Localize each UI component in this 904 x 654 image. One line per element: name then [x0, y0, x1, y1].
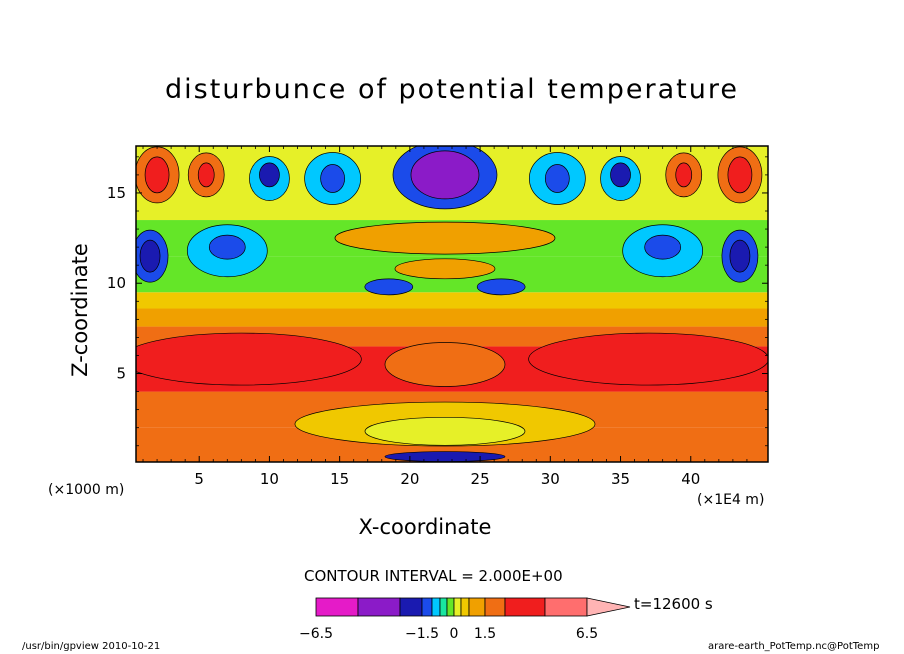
field-contour	[644, 234, 682, 260]
colorbar-swatch	[399, 597, 423, 617]
colorbar-swatch	[357, 597, 401, 617]
colorbar-swatch	[484, 597, 506, 617]
chart-title: disturbunce of potential temperature	[165, 74, 739, 105]
field-contour	[675, 162, 693, 188]
y-tick-label: 10	[107, 274, 126, 292]
colorbar-swatch	[504, 597, 546, 617]
x-unit-label-right: (×1E4 m)	[697, 492, 765, 508]
x-tick-label: 25	[471, 470, 490, 488]
field-contour	[528, 332, 768, 386]
field-contour	[334, 221, 556, 255]
field-contour	[476, 278, 526, 296]
field-contour	[384, 451, 506, 462]
field-contour	[610, 162, 631, 188]
footer-program: /usr/bin/gpview 2010-10-21	[22, 641, 161, 652]
colorbar-label: 1.5	[474, 626, 496, 642]
colorbar-label: −1.5	[405, 626, 439, 642]
x-axis: 5 10 15 20 25 30 35 40	[142, 146, 748, 488]
field-contour	[208, 234, 246, 260]
field-contour	[259, 162, 280, 188]
colorbar-swatch	[446, 597, 455, 617]
field-contour	[139, 239, 161, 273]
x-unit-label: (×1000 m)	[48, 482, 125, 498]
x-tick-label: 5	[194, 470, 204, 488]
field-band	[136, 308, 768, 327]
field-contour	[394, 258, 496, 280]
x-tick-label: 40	[681, 470, 700, 488]
footer-source: arare-earth_PotTemp.nc@PotTemp	[708, 641, 880, 652]
x-axis-label: X-coordinate	[358, 515, 492, 539]
colorbar-swatch	[421, 597, 433, 617]
x-tick-label: 30	[541, 470, 560, 488]
field-contour	[320, 164, 345, 193]
x-tick-label: 15	[330, 470, 349, 488]
y-axis: 5 10 15	[107, 156, 768, 447]
colorbar-label: 0	[450, 626, 459, 642]
x-tick-label: 10	[260, 470, 279, 488]
y-tick-label: 15	[107, 184, 126, 202]
x-tick-label: 35	[611, 470, 630, 488]
colorbar: −6.5 −1.5 0 1.5 6.5	[299, 597, 631, 642]
field-contour	[729, 239, 751, 273]
colorbar-swatch	[460, 597, 470, 617]
field-contour	[364, 278, 414, 296]
field-contour	[410, 150, 480, 200]
y-axis-label: Z-coordinate	[68, 243, 92, 377]
colorbar-swatch	[544, 597, 588, 617]
field-contour	[727, 156, 753, 194]
time-label: t=12600 s	[634, 595, 713, 613]
temperature-field	[136, 146, 768, 462]
colorbar-swatch	[453, 597, 462, 617]
contour-interval: CONTOUR INTERVAL = 2.000E+00	[304, 567, 563, 585]
colorbar-swatch	[431, 597, 441, 617]
colorbar-arrow	[586, 597, 631, 617]
field-contour	[384, 342, 506, 387]
field-contour	[544, 164, 570, 193]
colorbar-swatch	[439, 597, 448, 617]
colorbar-label: −6.5	[299, 626, 333, 642]
colorbar-swatch	[468, 597, 486, 617]
y-tick-label: 5	[116, 365, 126, 383]
colorbar-label: 6.5	[576, 626, 598, 642]
colorbar-swatch	[315, 597, 359, 617]
x-tick-label: 20	[400, 470, 419, 488]
field-contour	[197, 162, 215, 188]
field-contour	[144, 156, 170, 194]
field-contour	[364, 416, 526, 446]
field-band	[136, 292, 768, 309]
field-contour	[136, 332, 362, 386]
